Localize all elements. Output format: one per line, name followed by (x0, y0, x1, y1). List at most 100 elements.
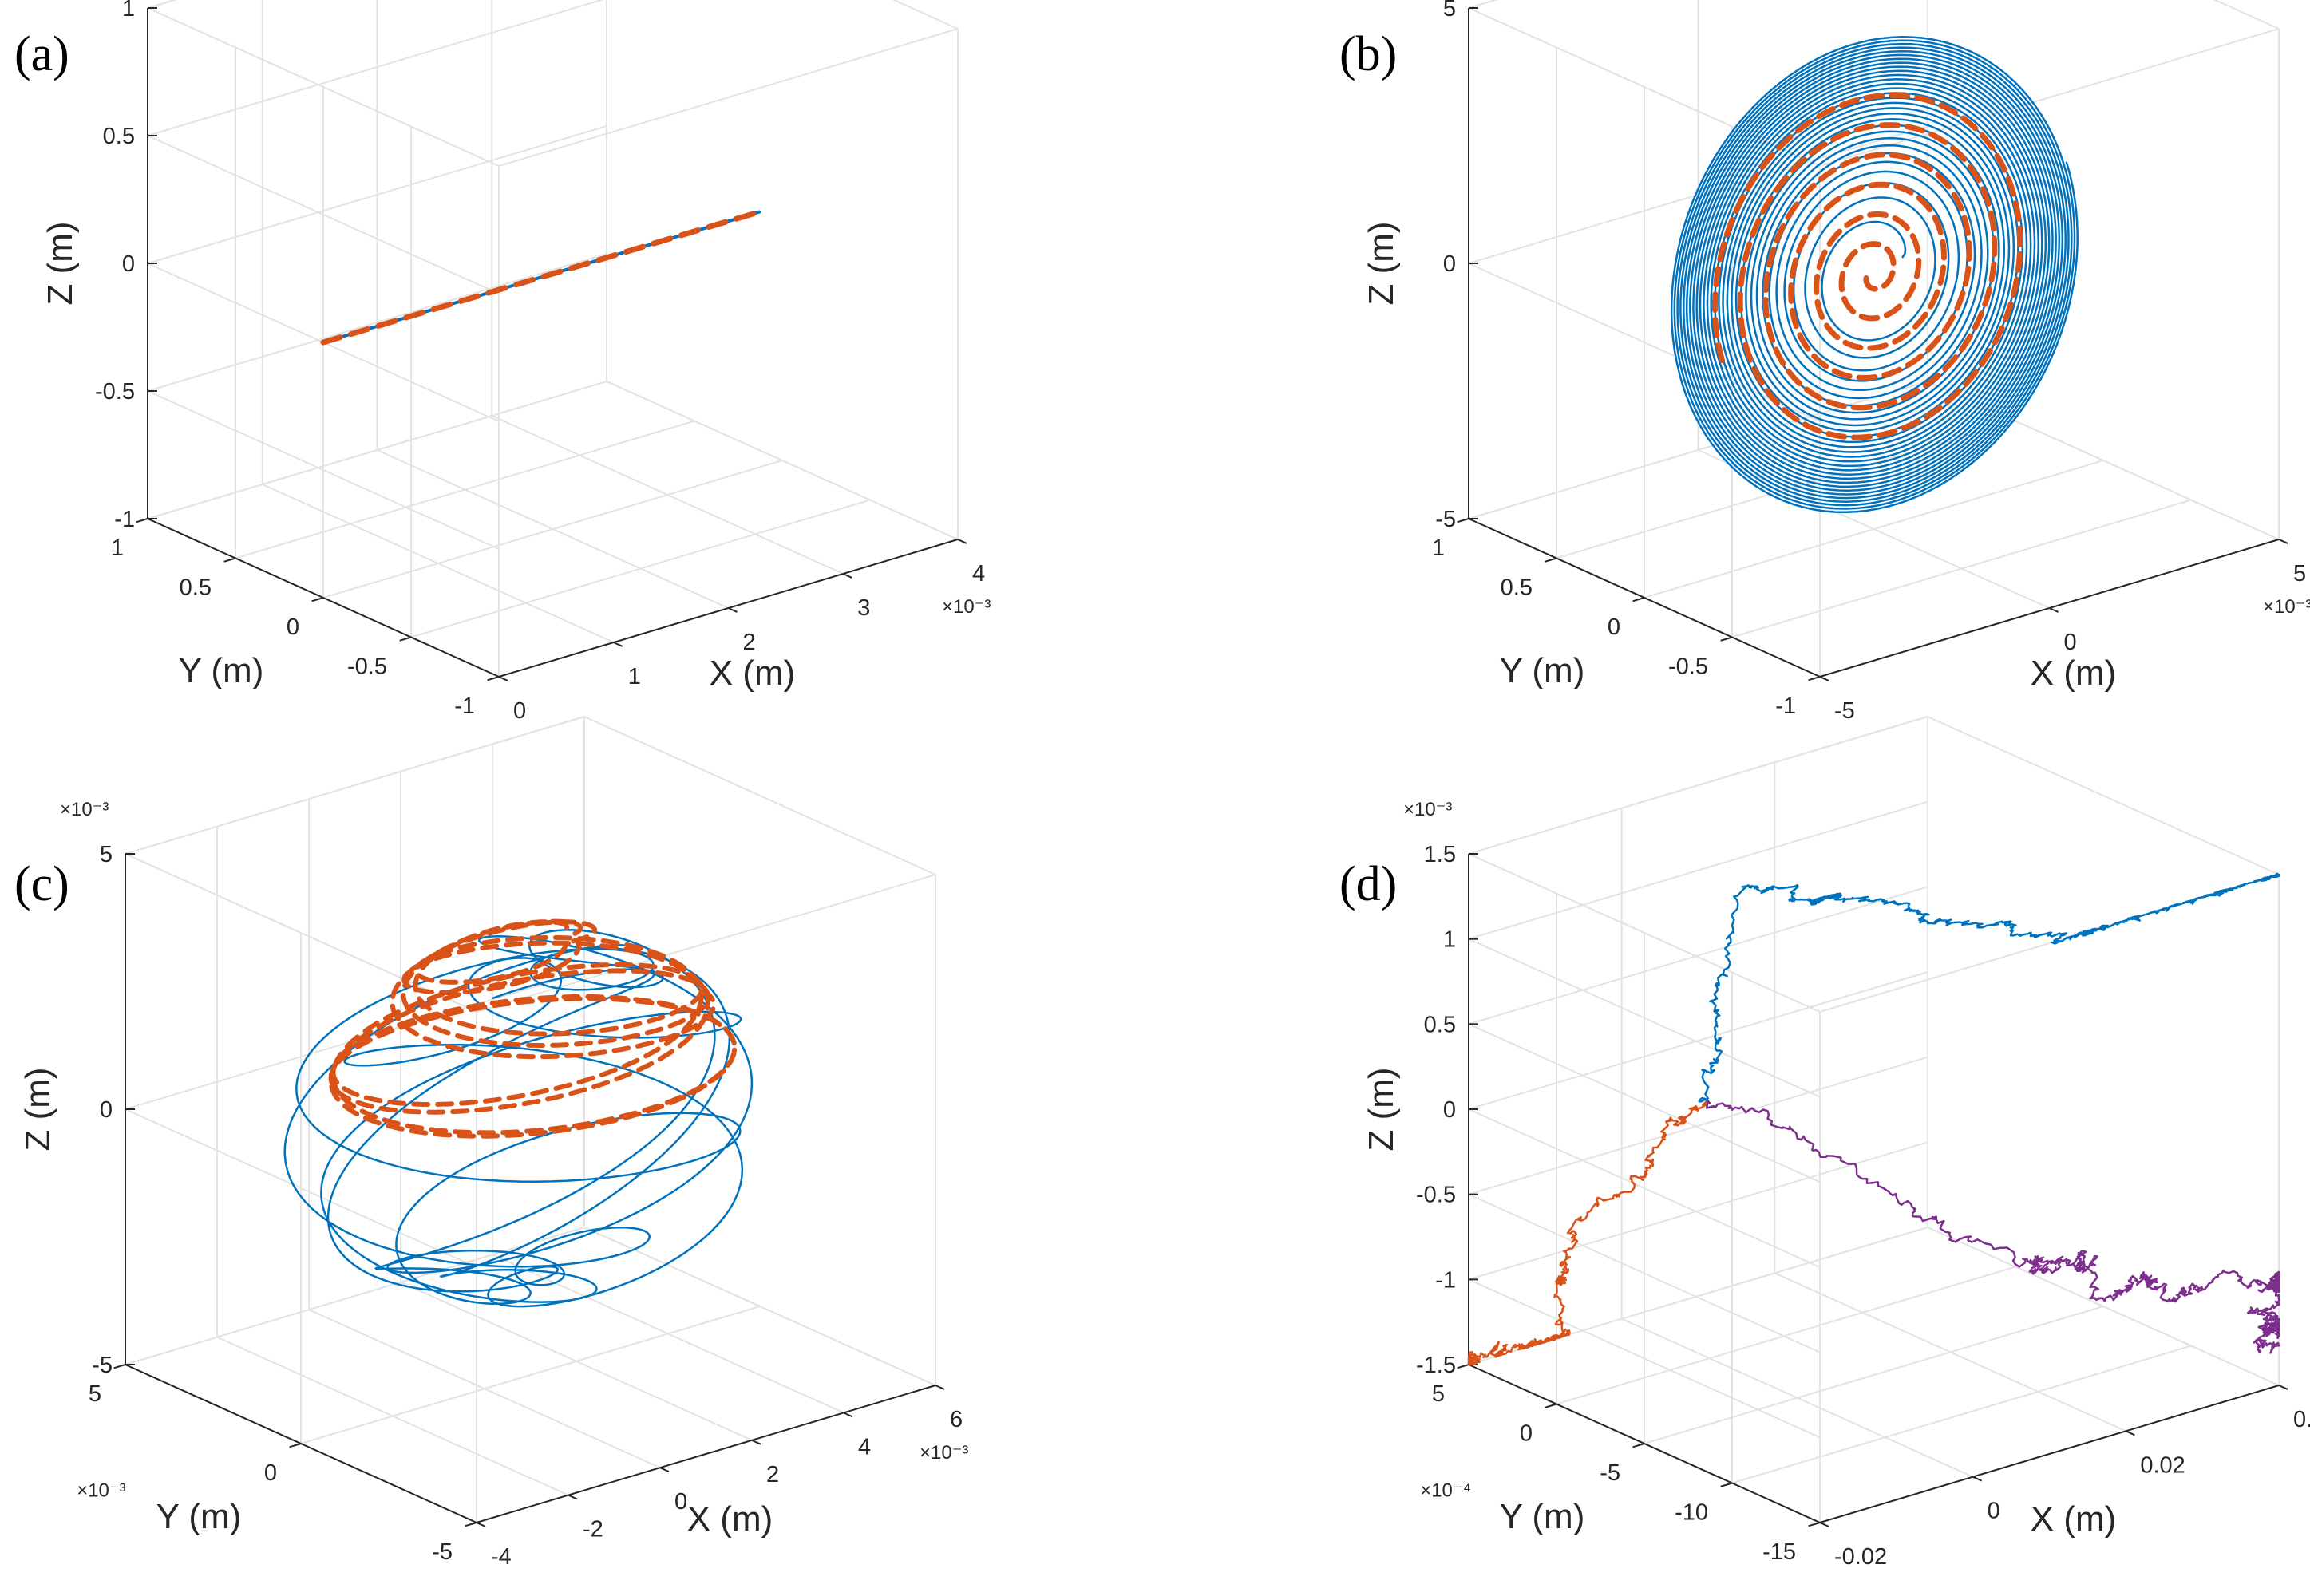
x-tick-label: 0 (1988, 1499, 2000, 1524)
plot-data (1670, 36, 2079, 514)
y-tick (1808, 676, 1821, 681)
x-tick-label: -2 (583, 1517, 603, 1543)
x-tick-label: 4 (972, 561, 985, 587)
z-axis-label: Z (m) (1362, 221, 1401, 305)
box-edge (1927, 1227, 2280, 1386)
y-tick (399, 636, 412, 642)
grid-line (1644, 1306, 2104, 1444)
grid-line (125, 1108, 477, 1268)
grid-line (1468, 1056, 1928, 1195)
y-tick (113, 1364, 126, 1369)
grid-line (1468, 1108, 1821, 1268)
z-tick-label: 0 (122, 251, 135, 277)
y-tick (1720, 1482, 1733, 1487)
grid-line (1468, 1193, 1821, 1353)
x-tick (957, 539, 967, 544)
grid-line (125, 1227, 585, 1365)
z-axis-label: Z (m) (41, 221, 80, 305)
z-tick-label: 0 (100, 1097, 113, 1123)
x-exponent: ×10⁻³ (2263, 596, 2310, 618)
series-reference (1711, 92, 2023, 440)
y-tick-label: -10 (1675, 1500, 1708, 1526)
x-axis-label: X (m) (710, 654, 796, 693)
y-axis-label: Y (m) (179, 651, 264, 690)
grid-line (322, 460, 783, 598)
y-tick (1545, 557, 1557, 563)
x-axis (476, 1385, 936, 1523)
x-tick (1972, 1476, 1983, 1482)
grid-line (147, 135, 500, 294)
series-reference (320, 209, 762, 346)
grid-line (1468, 938, 1821, 1098)
x-tick-label: 0 (2064, 630, 2077, 655)
panel-c: -4 -2 0 2 4 6 5 0 -5 5 0 -5 ×10⁻³ ×10⁻³ ×10⁻³ X (m) Y (m… (14, 716, 968, 1570)
x-tick-label: 0.04 (2293, 1407, 2310, 1432)
grid-line (147, 390, 500, 550)
y-tick-label: 0 (1520, 1421, 1533, 1447)
x-tick (1819, 676, 1829, 681)
y-exponent: ×10⁻³ (77, 1480, 125, 1502)
x-tick (476, 1522, 486, 1527)
z-tick-label: 1 (122, 0, 135, 22)
grid-line (147, 381, 607, 519)
grid (125, 716, 936, 1523)
x-tick-label: 4 (858, 1434, 871, 1460)
z-tick-label: 0 (1443, 1097, 1456, 1123)
z-tick-label: 1.5 (1424, 842, 1456, 867)
z-tick-label: 0.5 (1424, 1012, 1456, 1037)
y-tick-label: -15 (1762, 1539, 1796, 1565)
y-tick-label: 0 (264, 1460, 277, 1486)
plot-data (1467, 872, 2280, 1366)
z-tick-label: 5 (100, 842, 113, 867)
y-tick-label: 5 (1432, 1381, 1445, 1407)
grid-line (1468, 1278, 1821, 1439)
x-tick (728, 607, 738, 613)
x-tick (842, 573, 852, 579)
x-tick (659, 1467, 670, 1473)
grid-line (1468, 886, 1928, 1025)
y-tick-label: -1 (454, 693, 475, 719)
y-tick (1632, 597, 1645, 602)
z-exponent: ×10⁻³ (60, 799, 109, 820)
x-exponent: ×10⁻³ (920, 1442, 968, 1464)
z-tick-label: -5 (92, 1353, 113, 1378)
axes: -0.02 0 0.02 0.04 5 0 -5 -10 -15 1.5 1 0.5 0 -0.5 -1 -1… (1362, 799, 2310, 1570)
grid-line (1468, 1023, 1821, 1183)
x-tick (2125, 1430, 2135, 1436)
y-tick (289, 1443, 302, 1448)
grid-line (147, 125, 607, 264)
box-edge (1468, 716, 1928, 855)
z-axis-label: Z (m) (1362, 1067, 1401, 1151)
y-tick-label: 0.5 (180, 575, 212, 601)
x-tick-label: -0.02 (1834, 1544, 1887, 1570)
panel-a: 0 1 2 3 4 1 0.5 0 -0.5 -1 1 0.5 0 -0.5 -1 ×10⁻³ X (m) Y (… (14, 0, 991, 724)
x-tick-label: 5 (2293, 561, 2306, 587)
y-exponent: ×10⁻⁴ (1420, 1480, 1471, 1502)
z-tick-label: -0.5 (95, 379, 135, 405)
y-tick-label: 5 (89, 1381, 101, 1407)
y-tick (311, 597, 324, 602)
grid-line (1556, 1266, 2016, 1405)
axes: -4 -2 0 2 4 6 5 0 -5 5 0 -5 ×10⁻³ ×10⁻³ ×10⁻³ X (m) Y (m… (18, 799, 968, 1570)
panel-label: (b) (1339, 27, 1397, 81)
box-edge (1927, 716, 2280, 875)
y-tick-label: -1 (1775, 693, 1796, 719)
series-reference (328, 918, 738, 1139)
x-axis-label: X (m) (687, 1499, 773, 1539)
y-tick-label: -5 (432, 1539, 453, 1565)
y-tick-label: 0 (1608, 614, 1620, 640)
z-tick-label: 1 (1443, 927, 1456, 953)
y-tick (1808, 1522, 1821, 1527)
x-tick-label: -5 (1834, 698, 1855, 724)
z-tick-label: -1.5 (1416, 1353, 1456, 1378)
x-tick-label: -4 (491, 1544, 512, 1570)
x-tick (843, 1412, 853, 1418)
y-tick (487, 676, 500, 681)
axes: 0 1 2 3 4 1 0.5 0 -0.5 -1 1 0.5 0 -0.5 -1 ×10⁻³ X (m) Y (… (41, 0, 991, 724)
box-edge (1819, 28, 2280, 167)
box-edge (583, 716, 936, 875)
panel-label: (d) (1339, 857, 1397, 911)
panel-label: (c) (14, 857, 69, 911)
